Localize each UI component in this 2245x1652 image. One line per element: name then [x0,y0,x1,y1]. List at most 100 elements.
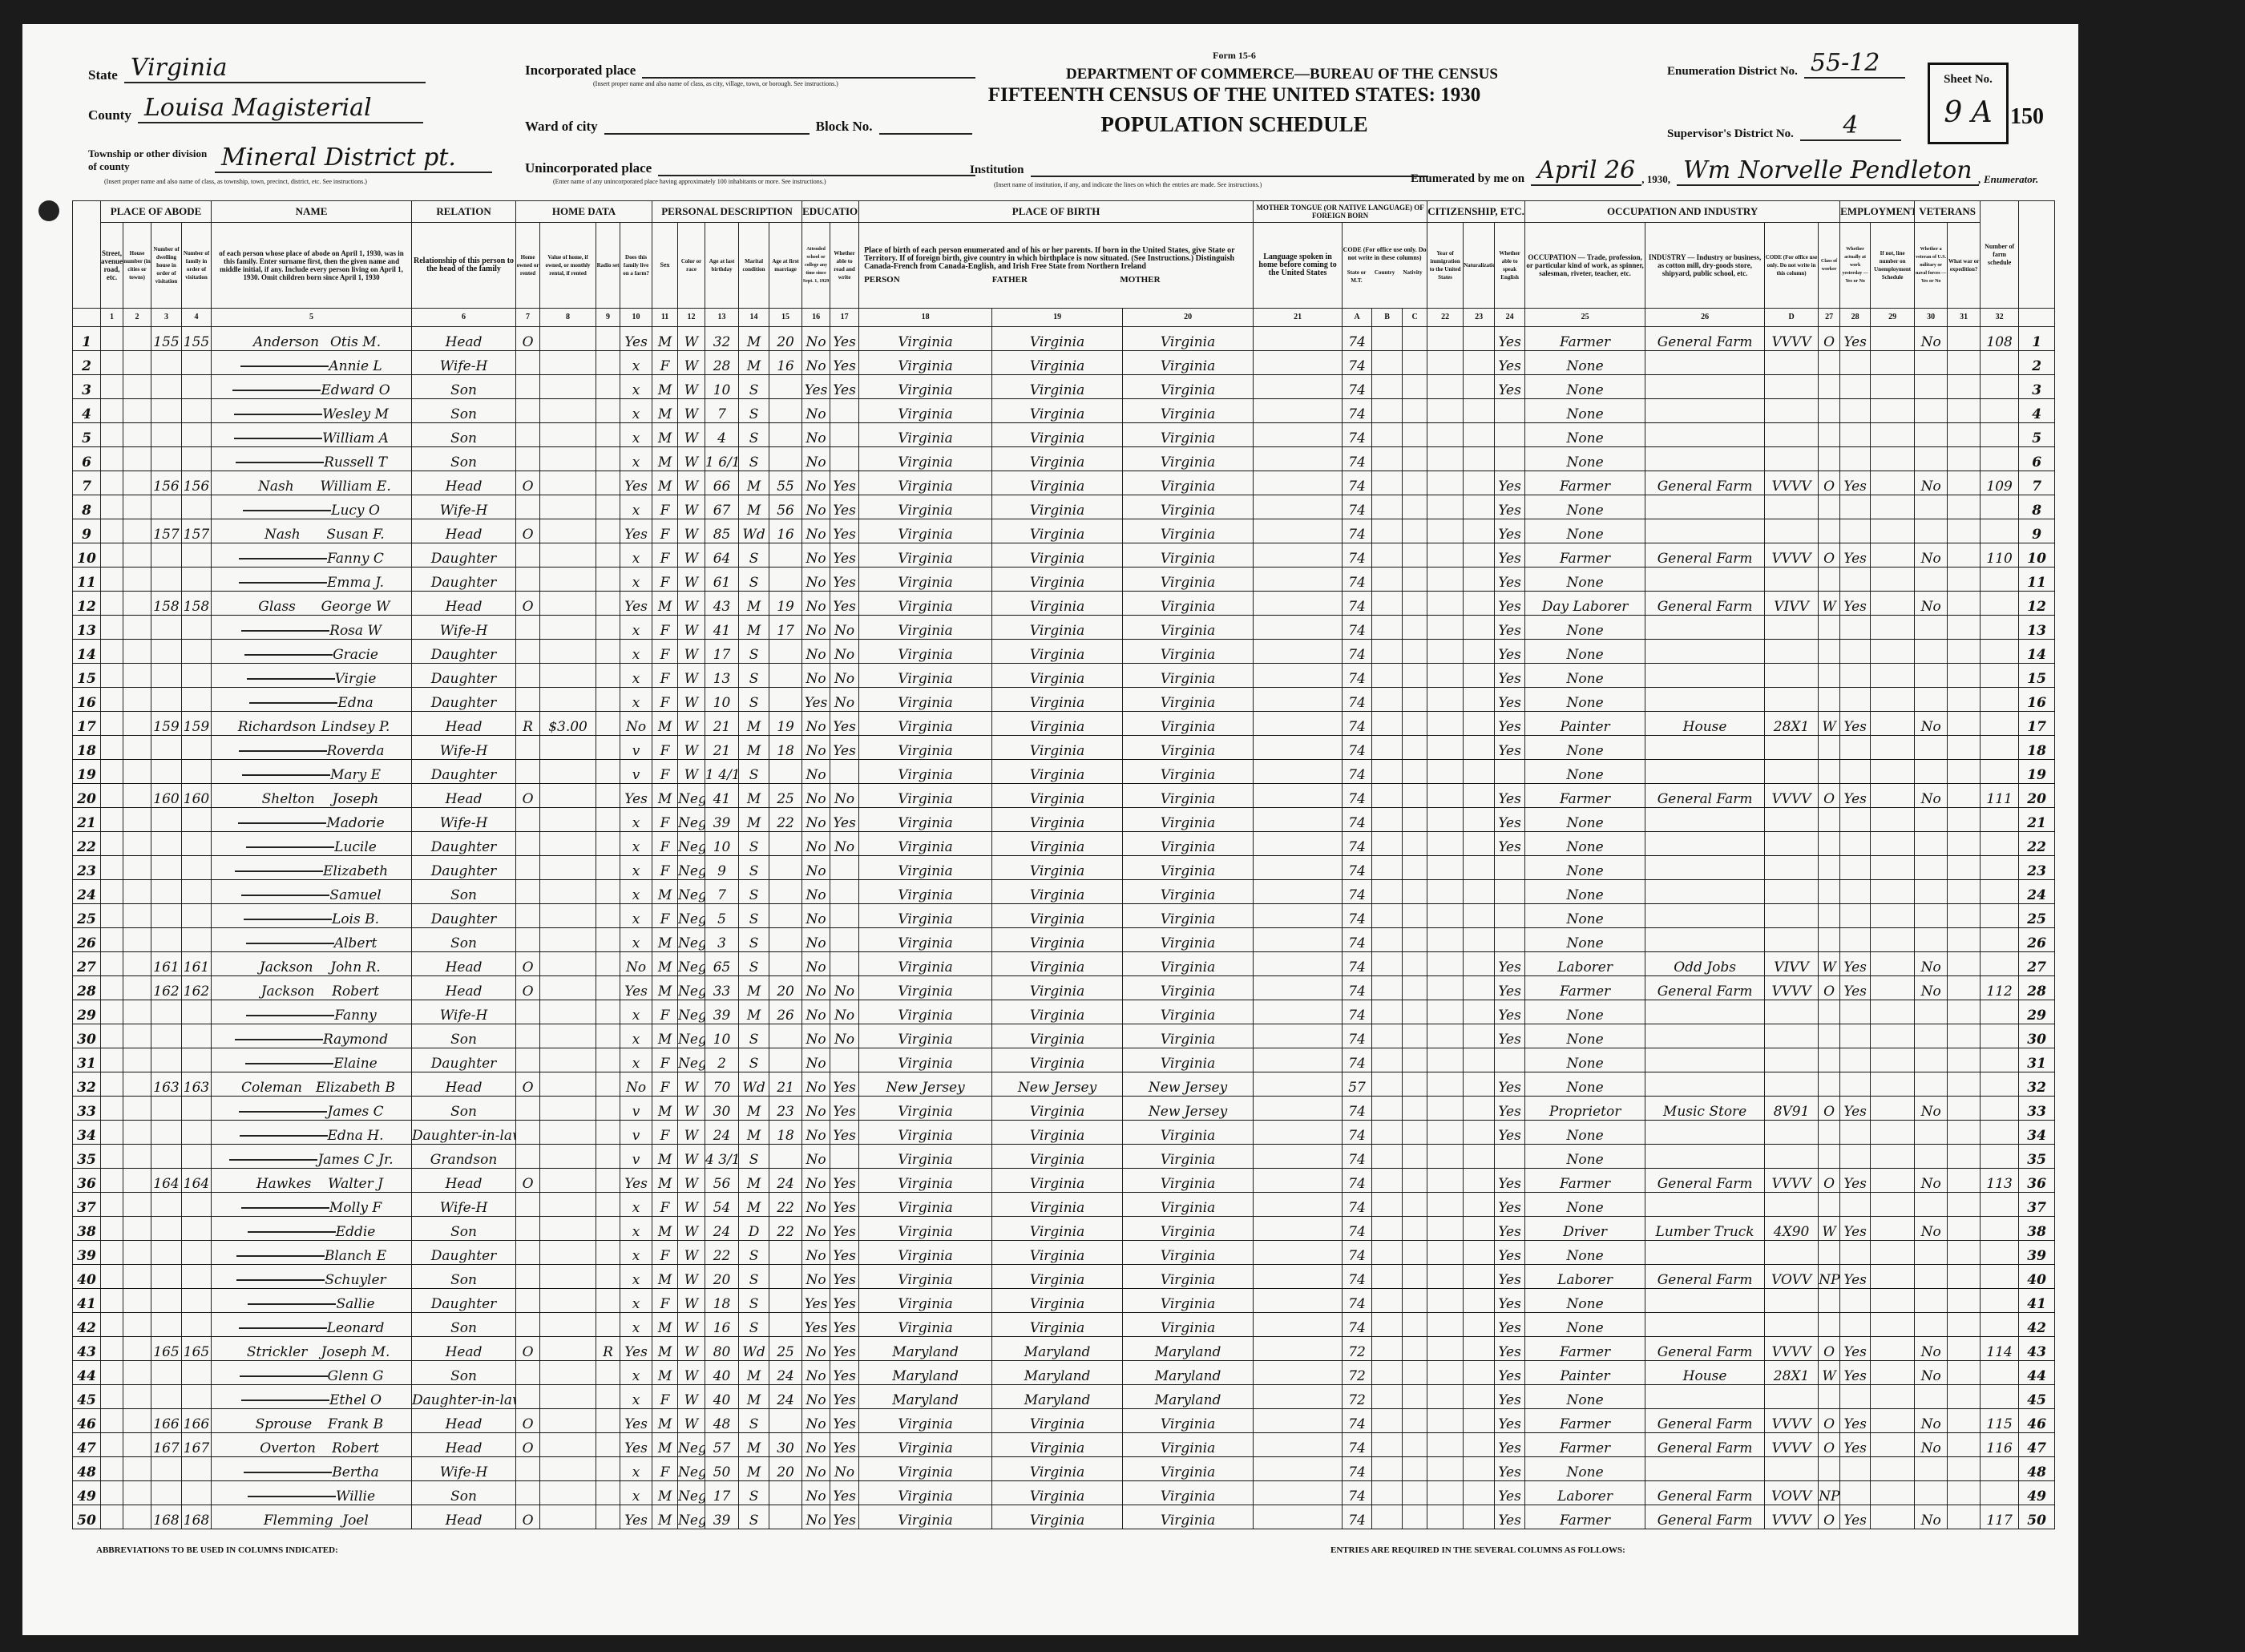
attended-school: No [801,903,831,928]
home-value [539,1000,597,1024]
race: Neg [677,855,706,880]
given-name: Willie [336,1488,376,1505]
attended-school: No [801,1120,831,1145]
age: 57 [705,1432,740,1457]
farm: x [620,495,653,519]
code-b [1371,374,1403,399]
veteran [1914,1120,1948,1145]
can-read-write: Yes [830,471,860,495]
radio-set [596,975,621,1000]
col-race: Color or race [677,222,706,309]
attended-school: No [801,1480,831,1505]
age: 66 [705,471,740,495]
line-number: 35 [72,1144,101,1169]
street [100,495,123,519]
naturalization [1463,591,1496,616]
birthplace-mother: Virginia [1122,374,1254,399]
line-number: 33 [72,1096,101,1121]
code-b [1371,1168,1403,1193]
occupation-code [1764,639,1819,664]
line-number: 13 [2018,615,2056,640]
immigration-year [1427,831,1464,856]
radio-set [596,1240,621,1265]
language [1253,783,1343,808]
code-c [1402,831,1428,856]
home-value [539,1048,597,1072]
industry [1645,687,1766,712]
immigration-year [1427,326,1464,351]
war [1947,1216,1981,1241]
ditto-mark [238,582,327,584]
relation: Daughter [411,567,517,592]
home-owned [515,446,541,471]
line-number: 4 [2018,398,2056,423]
home-owned [515,1360,541,1385]
home-value [539,1384,597,1409]
occupation-code: 4X90 [1764,1216,1819,1241]
unincorporated-field: Unincorporated place [525,160,976,176]
class-of-worker: NP [1818,1480,1841,1505]
unemployment-line [1870,783,1916,808]
industry: General Farm [1645,975,1766,1000]
attended-school: No [801,543,831,567]
home-value [539,1505,597,1529]
column-number: 21 [1253,308,1343,327]
farm: x [620,639,653,664]
speaks-english: Yes [1494,639,1526,664]
street [100,1288,123,1313]
age-at-marriage: 56 [769,495,803,519]
age: 65 [705,951,740,976]
sex: M [652,398,679,423]
given-name: Wesley M [322,406,389,422]
language [1253,1048,1343,1072]
birthplace-mother: Virginia [1122,1312,1254,1337]
home-owned [515,1384,541,1409]
birthplace-mother: Virginia [1122,1000,1254,1024]
class-of-worker [1818,374,1841,399]
birthplace-father: Virginia [991,687,1124,712]
industry: General Farm [1645,1480,1766,1505]
industry: Music Store [1645,1096,1766,1121]
code-a: 74 [1342,1144,1373,1169]
age: 32 [705,326,740,351]
person-name: Rosa W [211,615,413,640]
house-number [123,735,151,760]
war [1947,1432,1981,1457]
house-number [123,398,151,423]
birthplace-person: Virginia [858,711,993,736]
ditto-mark [245,943,334,944]
code-c [1402,663,1428,688]
given-name: Albert [333,935,378,951]
dwelling-number: 161 [151,951,182,976]
birthplace-father: Virginia [991,1480,1124,1505]
family-number: 161 [180,951,212,976]
veteran [1914,398,1948,423]
home-value [539,903,597,928]
attended-school: No [801,1024,831,1048]
street [100,1192,123,1217]
unemployment-line [1870,374,1916,399]
veteran [1914,1456,1948,1481]
age: 21 [705,735,740,760]
farm-schedule [1980,807,2020,832]
age: 39 [705,1505,740,1529]
farm: Yes [620,1432,653,1457]
language [1253,831,1343,856]
class-of-worker [1818,1240,1841,1265]
dwelling-number: 155 [151,326,182,351]
attended-school: No [801,326,831,351]
veteran [1914,1264,1948,1289]
sex: M [652,1168,679,1193]
class-of-worker: O [1818,1432,1841,1457]
ditto-mark [241,1400,330,1401]
race: Neg [677,1432,706,1457]
industry: General Farm [1645,1264,1766,1289]
war [1947,1360,1981,1385]
dwelling-number [151,639,182,664]
at-work [1839,1384,1872,1409]
language [1253,1024,1343,1048]
war [1947,495,1981,519]
radio-set [596,1216,621,1241]
table-row: 2 Annie L Wife-H x F W 28 M 16 No Yes Virginia Virgi… [72,350,2056,375]
language [1253,495,1343,519]
